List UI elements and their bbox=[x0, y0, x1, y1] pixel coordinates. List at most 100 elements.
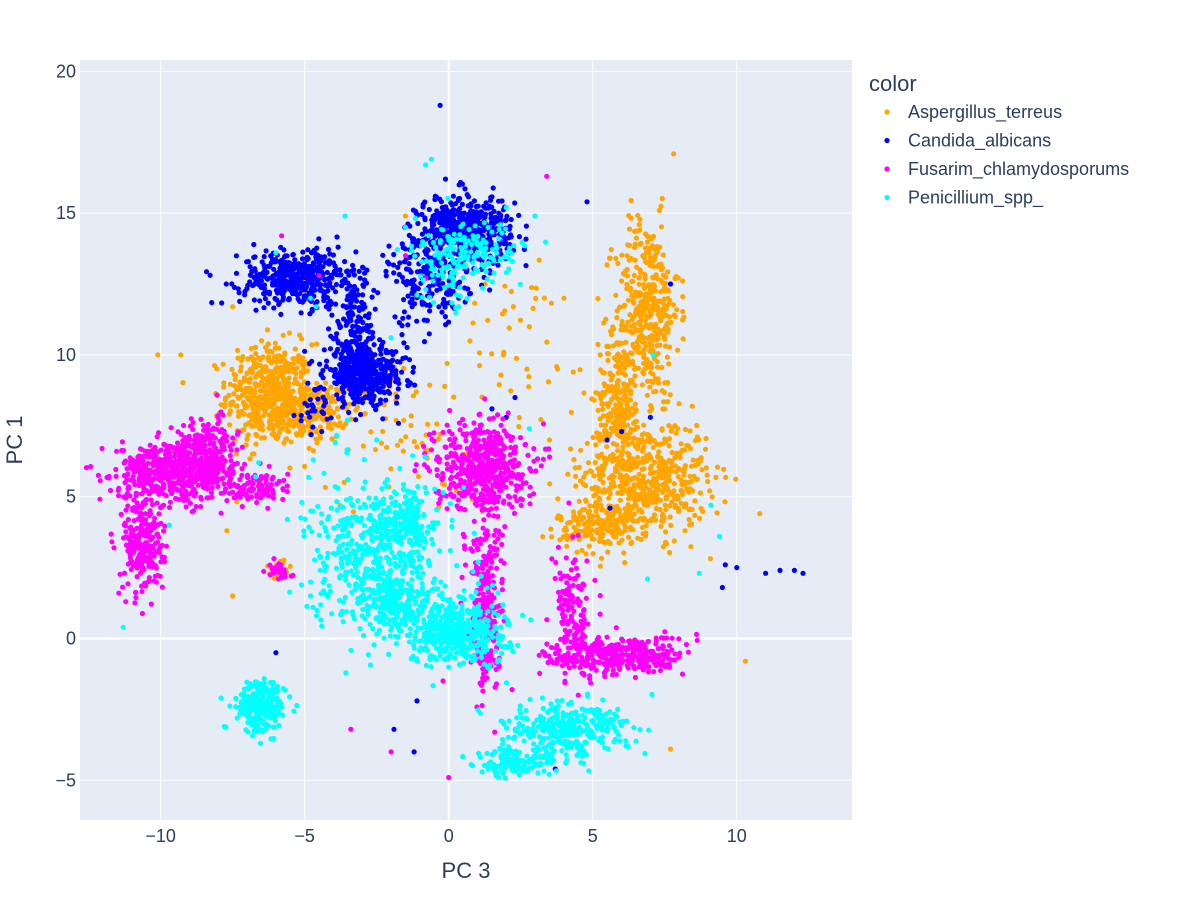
data-point bbox=[610, 324, 615, 329]
data-point bbox=[285, 285, 290, 290]
data-point bbox=[288, 564, 293, 569]
data-point bbox=[305, 424, 310, 429]
data-point bbox=[260, 354, 265, 359]
data-point bbox=[143, 517, 148, 522]
data-point bbox=[146, 512, 151, 517]
data-point bbox=[651, 445, 656, 450]
data-point bbox=[599, 469, 604, 474]
data-point bbox=[667, 503, 672, 508]
data-point bbox=[198, 417, 203, 422]
data-point bbox=[198, 495, 203, 500]
data-point bbox=[679, 488, 684, 493]
data-point bbox=[667, 550, 672, 555]
data-point bbox=[309, 432, 314, 437]
data-point bbox=[565, 537, 570, 542]
data-point bbox=[499, 198, 504, 203]
data-point bbox=[227, 412, 232, 417]
data-point bbox=[252, 297, 257, 302]
data-point bbox=[344, 269, 349, 274]
data-point bbox=[498, 213, 503, 218]
data-point bbox=[345, 286, 350, 291]
data-point bbox=[443, 314, 448, 319]
data-point bbox=[328, 346, 333, 351]
data-point bbox=[674, 431, 679, 436]
data-point bbox=[468, 291, 473, 296]
data-point bbox=[334, 381, 339, 386]
data-point bbox=[491, 215, 496, 220]
data-point bbox=[670, 450, 675, 455]
data-point bbox=[284, 378, 289, 383]
data-point bbox=[623, 352, 628, 357]
data-point bbox=[582, 507, 587, 512]
data-point bbox=[666, 361, 671, 366]
data-point bbox=[662, 406, 667, 411]
data-point bbox=[395, 265, 400, 270]
data-point bbox=[654, 272, 659, 277]
data-point bbox=[125, 503, 130, 508]
data-point bbox=[111, 545, 116, 550]
data-point bbox=[273, 650, 278, 655]
data-point bbox=[444, 210, 449, 215]
data-point bbox=[677, 455, 682, 460]
data-point bbox=[643, 231, 648, 236]
data-point bbox=[296, 296, 301, 301]
data-point bbox=[360, 265, 365, 270]
data-point bbox=[230, 399, 235, 404]
data-point bbox=[655, 379, 660, 384]
data-point bbox=[672, 538, 677, 543]
data-point bbox=[568, 520, 573, 525]
data-point bbox=[619, 429, 624, 434]
data-point bbox=[800, 571, 805, 576]
data-point bbox=[300, 250, 305, 255]
data-point bbox=[139, 589, 144, 594]
data-point bbox=[140, 568, 145, 573]
data-point bbox=[336, 245, 341, 250]
data-point bbox=[273, 341, 278, 346]
data-point bbox=[415, 269, 420, 274]
data-point bbox=[248, 264, 253, 269]
data-point bbox=[652, 512, 657, 517]
data-point bbox=[659, 224, 664, 229]
data-point bbox=[651, 264, 656, 269]
data-point bbox=[600, 534, 605, 539]
data-point bbox=[287, 330, 292, 335]
data-point bbox=[591, 493, 596, 498]
data-point bbox=[146, 579, 151, 584]
data-point bbox=[420, 232, 425, 237]
data-point bbox=[341, 366, 346, 371]
data-point bbox=[261, 270, 266, 275]
data-point bbox=[625, 440, 630, 445]
data-point bbox=[189, 484, 194, 489]
data-point bbox=[143, 501, 148, 506]
data-point bbox=[293, 346, 298, 351]
data-point bbox=[150, 502, 155, 507]
data-point bbox=[381, 384, 386, 389]
data-point bbox=[568, 446, 573, 451]
data-point bbox=[372, 382, 377, 387]
data-point bbox=[611, 441, 616, 446]
data-point bbox=[641, 423, 646, 428]
data-point bbox=[549, 534, 554, 539]
data-point bbox=[792, 568, 797, 573]
data-point bbox=[302, 401, 307, 406]
data-point bbox=[321, 298, 326, 303]
data-point bbox=[351, 509, 356, 514]
data-point bbox=[322, 347, 327, 352]
data-point bbox=[675, 494, 680, 499]
data-point bbox=[644, 250, 649, 255]
data-point bbox=[275, 353, 280, 358]
data-point bbox=[615, 261, 620, 266]
data-point bbox=[322, 277, 327, 282]
data-point bbox=[495, 263, 500, 268]
data-point bbox=[508, 232, 513, 237]
data-point bbox=[340, 405, 345, 410]
data-point bbox=[648, 370, 653, 375]
data-point bbox=[315, 440, 320, 445]
data-point bbox=[96, 473, 101, 478]
data-point bbox=[757, 511, 762, 516]
data-point bbox=[624, 328, 629, 333]
data-point bbox=[318, 268, 323, 273]
data-point bbox=[342, 277, 347, 282]
data-point bbox=[180, 438, 185, 443]
